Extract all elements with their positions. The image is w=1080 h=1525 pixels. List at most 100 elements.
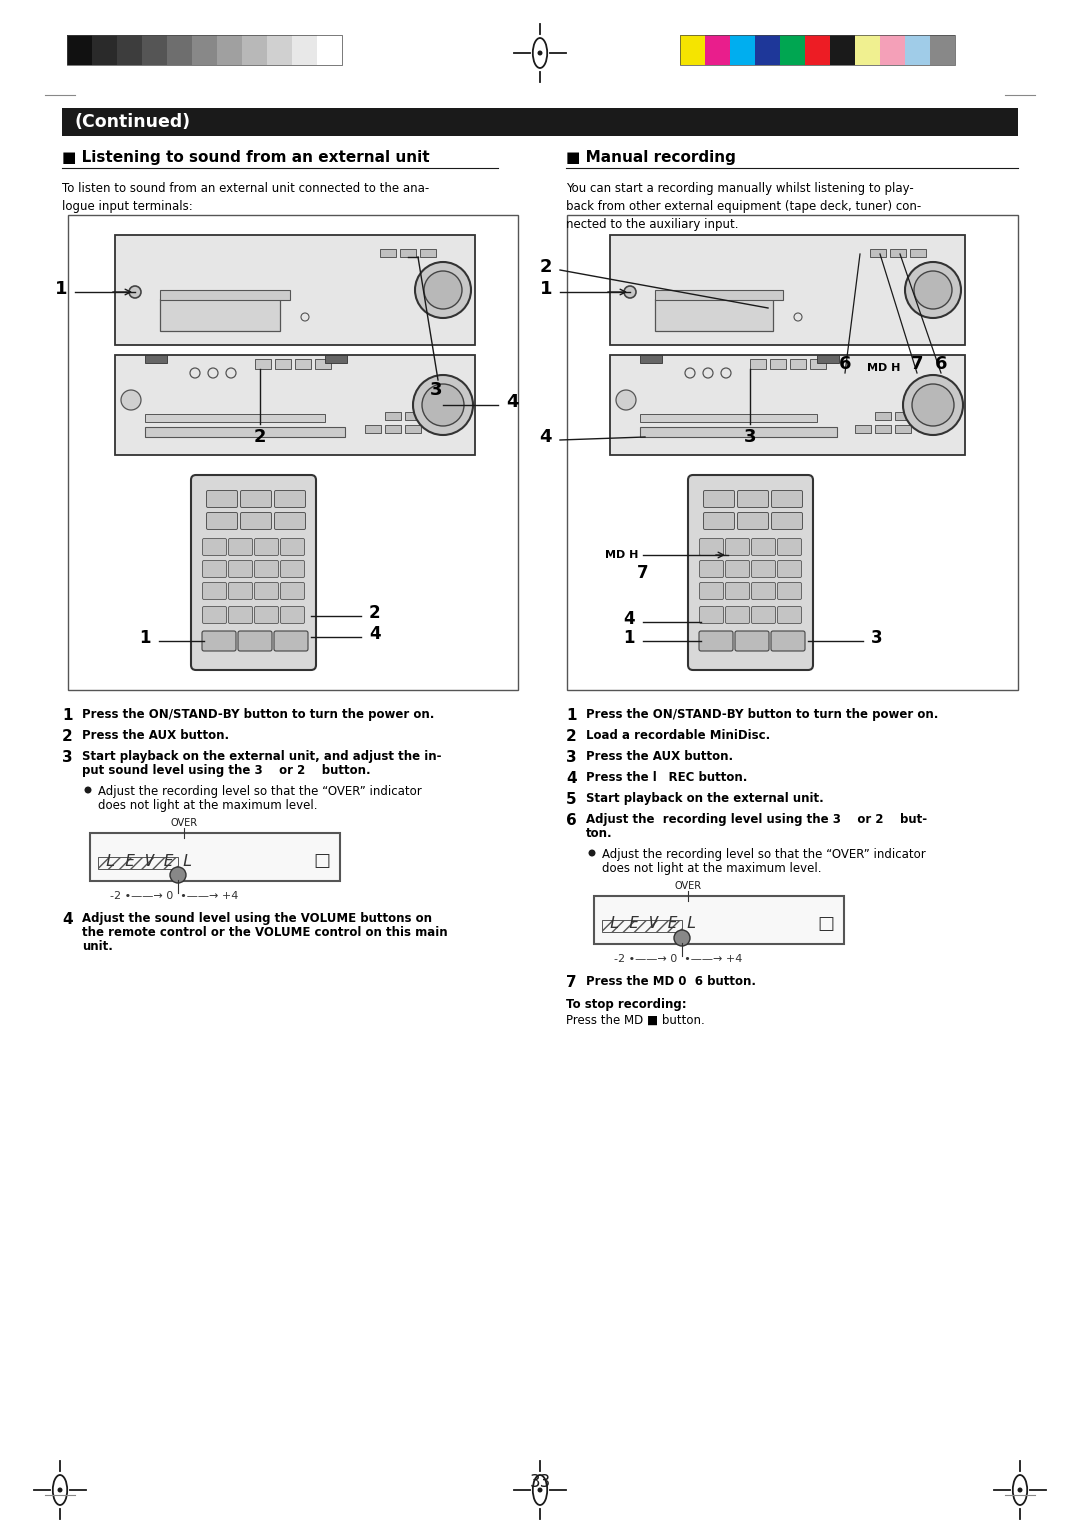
Text: 1: 1	[566, 708, 577, 723]
Text: 2: 2	[540, 258, 552, 276]
FancyBboxPatch shape	[778, 561, 801, 578]
Bar	[405, 425, 421, 433]
Bar	[98, 857, 178, 869]
Text: 4: 4	[623, 610, 635, 628]
Text: 4: 4	[369, 625, 380, 644]
Circle shape	[170, 868, 186, 883]
Bar	[855, 35, 880, 66]
FancyBboxPatch shape	[203, 538, 227, 555]
Bar	[602, 920, 681, 932]
FancyBboxPatch shape	[726, 561, 750, 578]
Bar	[318, 35, 342, 66]
Bar	[895, 412, 912, 419]
Text: 1: 1	[62, 708, 72, 723]
Text: 6: 6	[566, 813, 577, 828]
Bar	[92, 35, 117, 66]
FancyBboxPatch shape	[771, 631, 805, 651]
Circle shape	[589, 849, 595, 857]
Text: 7: 7	[566, 974, 577, 990]
FancyBboxPatch shape	[241, 512, 271, 529]
FancyBboxPatch shape	[203, 583, 227, 599]
Bar	[816, 355, 839, 363]
FancyBboxPatch shape	[726, 607, 750, 624]
FancyBboxPatch shape	[255, 583, 279, 599]
Bar	[870, 249, 886, 258]
FancyBboxPatch shape	[274, 512, 306, 529]
FancyBboxPatch shape	[191, 474, 316, 669]
FancyBboxPatch shape	[700, 607, 724, 624]
Bar	[114, 235, 475, 345]
Bar	[610, 235, 966, 345]
Circle shape	[674, 930, 690, 946]
Bar	[141, 35, 167, 66]
Bar	[420, 249, 436, 258]
Text: 1: 1	[139, 628, 151, 647]
Bar	[380, 249, 396, 258]
FancyBboxPatch shape	[703, 512, 734, 529]
Bar	[145, 355, 167, 363]
Bar	[167, 35, 192, 66]
Bar	[242, 35, 267, 66]
Bar	[730, 35, 755, 66]
Bar	[267, 35, 292, 66]
FancyBboxPatch shape	[771, 491, 802, 508]
Bar	[275, 358, 291, 369]
Text: does not light at the maximum level.: does not light at the maximum level.	[98, 799, 318, 811]
Text: To stop recording:: To stop recording:	[566, 997, 687, 1011]
Bar	[910, 249, 926, 258]
Circle shape	[84, 787, 92, 793]
FancyBboxPatch shape	[255, 607, 279, 624]
Text: Press the AUX button.: Press the AUX button.	[82, 729, 229, 743]
Text: 3: 3	[62, 750, 72, 766]
Text: 3: 3	[430, 381, 442, 400]
Bar	[160, 290, 291, 300]
FancyBboxPatch shape	[203, 561, 227, 578]
Text: ■ Listening to sound from an external unit: ■ Listening to sound from an external un…	[62, 149, 430, 165]
Bar	[855, 425, 870, 433]
Bar	[780, 35, 805, 66]
Circle shape	[413, 375, 473, 435]
Text: 5: 5	[566, 791, 577, 807]
Text: L E V E L: L E V E L	[106, 854, 192, 869]
Bar	[145, 427, 345, 438]
Text: Start playback on the external unit.: Start playback on the external unit.	[586, 791, 824, 805]
Text: 3: 3	[566, 750, 577, 766]
Bar	[890, 249, 906, 258]
Text: 1: 1	[540, 281, 552, 297]
Text: Press the l REC button.: Press the l REC button.	[586, 772, 747, 784]
FancyBboxPatch shape	[688, 474, 813, 669]
Bar	[680, 35, 705, 66]
Text: MD H: MD H	[867, 363, 901, 374]
FancyBboxPatch shape	[778, 538, 801, 555]
FancyBboxPatch shape	[771, 512, 802, 529]
FancyBboxPatch shape	[229, 561, 253, 578]
FancyBboxPatch shape	[752, 538, 775, 555]
Bar	[160, 299, 280, 331]
Text: Load a recordable MiniDisc.: Load a recordable MiniDisc.	[586, 729, 770, 743]
Text: 6: 6	[935, 355, 947, 374]
Bar	[292, 35, 318, 66]
Text: 2: 2	[369, 604, 380, 622]
FancyBboxPatch shape	[281, 561, 305, 578]
Circle shape	[57, 1487, 63, 1493]
Bar	[384, 425, 401, 433]
Circle shape	[624, 287, 636, 297]
FancyBboxPatch shape	[274, 631, 308, 651]
Text: 2: 2	[62, 729, 72, 744]
Bar	[895, 425, 912, 433]
Text: 3: 3	[870, 628, 882, 647]
FancyBboxPatch shape	[778, 583, 801, 599]
Text: -2 •——→ 0  •——→ +4: -2 •——→ 0 •——→ +4	[110, 891, 239, 901]
FancyBboxPatch shape	[238, 631, 272, 651]
Circle shape	[616, 390, 636, 410]
Bar	[680, 35, 955, 66]
Bar	[90, 833, 340, 881]
FancyBboxPatch shape	[726, 583, 750, 599]
Text: ■ Manual recording: ■ Manual recording	[566, 149, 735, 165]
FancyBboxPatch shape	[203, 607, 227, 624]
Bar	[117, 35, 141, 66]
Circle shape	[538, 50, 542, 55]
Text: 4: 4	[540, 429, 552, 445]
Text: Press the AUX button.: Press the AUX button.	[586, 750, 733, 762]
Bar	[654, 299, 773, 331]
